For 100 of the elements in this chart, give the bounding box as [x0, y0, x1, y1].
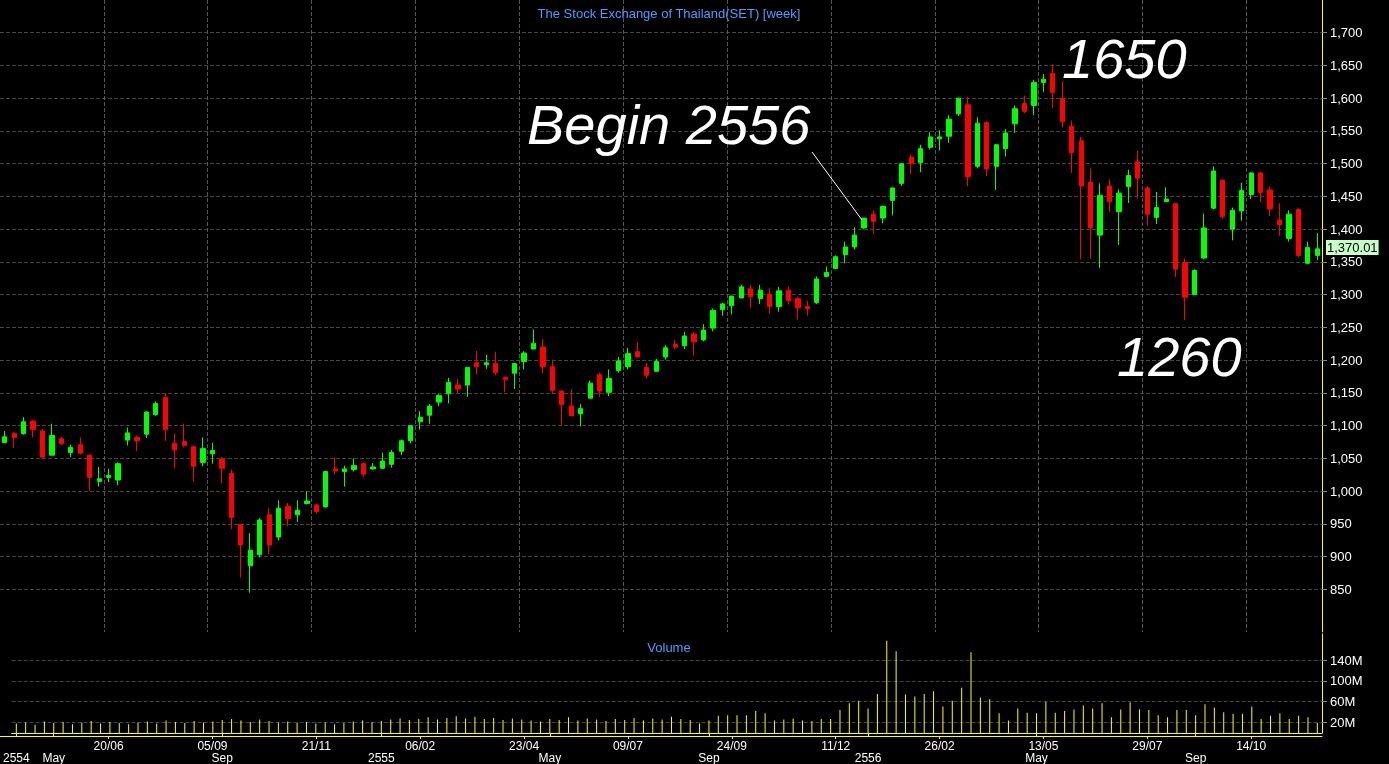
- candlestick: [531, 328, 536, 350]
- candlestick: [408, 425, 413, 444]
- candlestick: [172, 433, 177, 469]
- candlestick: [758, 284, 763, 305]
- candlestick: [238, 523, 243, 579]
- x-tick-label: 11/12: [821, 739, 851, 753]
- candlestick: [191, 444, 196, 483]
- candlestick: [880, 205, 886, 224]
- candlestick: [389, 449, 394, 469]
- candlestick: [1211, 165, 1216, 211]
- candlestick: [1069, 120, 1074, 174]
- x-tick-label: 21/11: [301, 739, 332, 753]
- candlestick: [682, 331, 687, 350]
- candlestick: [1305, 241, 1310, 265]
- x-tick-label: 24/09: [716, 739, 748, 753]
- candlestick: [333, 456, 338, 475]
- candlestick: [474, 350, 479, 376]
- candlestick: [163, 393, 168, 442]
- candlestick: [436, 393, 442, 407]
- candlestick: [1230, 207, 1235, 241]
- candlestick: [739, 284, 744, 299]
- candlestick: [569, 388, 574, 417]
- candlestick: [795, 296, 801, 321]
- candlestick: [370, 462, 376, 471]
- candlestick: [1050, 63, 1055, 109]
- y-tick-label: 20M: [1330, 715, 1356, 731]
- candlestick: [946, 114, 952, 144]
- y-tick-label: 1,700: [1330, 25, 1363, 41]
- x-tick-label: 29/07: [1132, 739, 1163, 753]
- candlestick: [1097, 182, 1103, 269]
- chart-title: Volume: [647, 640, 691, 655]
- x-tick-label: 2554: [2, 751, 30, 764]
- candlestick: [1220, 179, 1225, 220]
- candlestick: [994, 143, 999, 191]
- candlestick: [210, 442, 215, 465]
- candlestick: [68, 444, 73, 458]
- candlestick: [559, 390, 564, 427]
- candlestick: [814, 275, 819, 305]
- candlestick: [1296, 207, 1301, 258]
- candlestick: [484, 354, 489, 370]
- candlestick: [890, 186, 895, 216]
- x-tick-label: May: [42, 751, 66, 764]
- candlestick: [219, 456, 225, 484]
- y-tick-label: 950: [1330, 516, 1352, 532]
- candlestick: [635, 341, 640, 359]
- candlestick: [248, 532, 253, 594]
- candlestick: [12, 431, 17, 449]
- candlestick: [1003, 128, 1008, 158]
- candlestick: [134, 435, 140, 452]
- candlestick: [1126, 169, 1131, 204]
- candlestick: [720, 302, 725, 317]
- candlestick: [1286, 209, 1292, 243]
- candlestick: [1201, 213, 1207, 260]
- y-tick-label: 60M: [1330, 694, 1356, 710]
- candlestick: [871, 209, 876, 235]
- text: The Stock Exchange of Thailand(SET) [week]: [537, 6, 801, 21]
- candlestick: [1277, 202, 1282, 237]
- y-tick-label: 1,100: [1330, 418, 1363, 434]
- candlestick: [1022, 95, 1027, 114]
- candlestick: [540, 338, 546, 374]
- x-tick-label: 09/07: [612, 739, 644, 753]
- y-tick-label: 1,200: [1330, 352, 1363, 368]
- candlestick: [512, 362, 517, 390]
- candlestick: [729, 295, 734, 315]
- y-tick-label: 1,600: [1330, 90, 1363, 106]
- y-tick-label: 1,400: [1330, 221, 1363, 237]
- x-tick-label: 05/09: [197, 739, 228, 753]
- x-tick-label: 2555: [367, 751, 396, 764]
- candlestick: [644, 362, 649, 380]
- y-tick-label: 140M: [1330, 652, 1363, 668]
- y-tick-label: 850: [1330, 581, 1352, 597]
- candlestick: [1192, 268, 1197, 296]
- candlestick: [606, 368, 612, 397]
- x-tick-label: May: [538, 751, 562, 764]
- y-tick-label: 1,500: [1330, 156, 1363, 172]
- candlestick: [49, 423, 55, 456]
- candlestick: [625, 347, 631, 370]
- candlestick: [427, 403, 432, 425]
- candlestick: [314, 503, 319, 514]
- candlestick: [852, 226, 857, 251]
- candlestick: [975, 116, 980, 169]
- candlestick: [1173, 202, 1178, 278]
- candlestick: [833, 254, 838, 270]
- annotation: Begin 2556: [527, 92, 812, 156]
- candlestick: [1267, 186, 1273, 217]
- candlestick: [465, 366, 470, 398]
- candlestick: [59, 436, 64, 446]
- candlestick: [1031, 79, 1037, 116]
- candlestick: [1164, 186, 1169, 203]
- candlestick: [663, 344, 668, 361]
- candlestick: [2, 430, 7, 444]
- candlestick: [295, 499, 300, 523]
- candlestick: [691, 331, 697, 357]
- candlestick: [824, 266, 829, 278]
- x-tick-label: Sep: [1184, 751, 1207, 764]
- candlestick: [1116, 188, 1122, 246]
- candlestick: [267, 507, 272, 555]
- candlestick: [701, 323, 706, 342]
- candlestick: [1041, 73, 1046, 93]
- annotation: 1260: [1117, 324, 1242, 388]
